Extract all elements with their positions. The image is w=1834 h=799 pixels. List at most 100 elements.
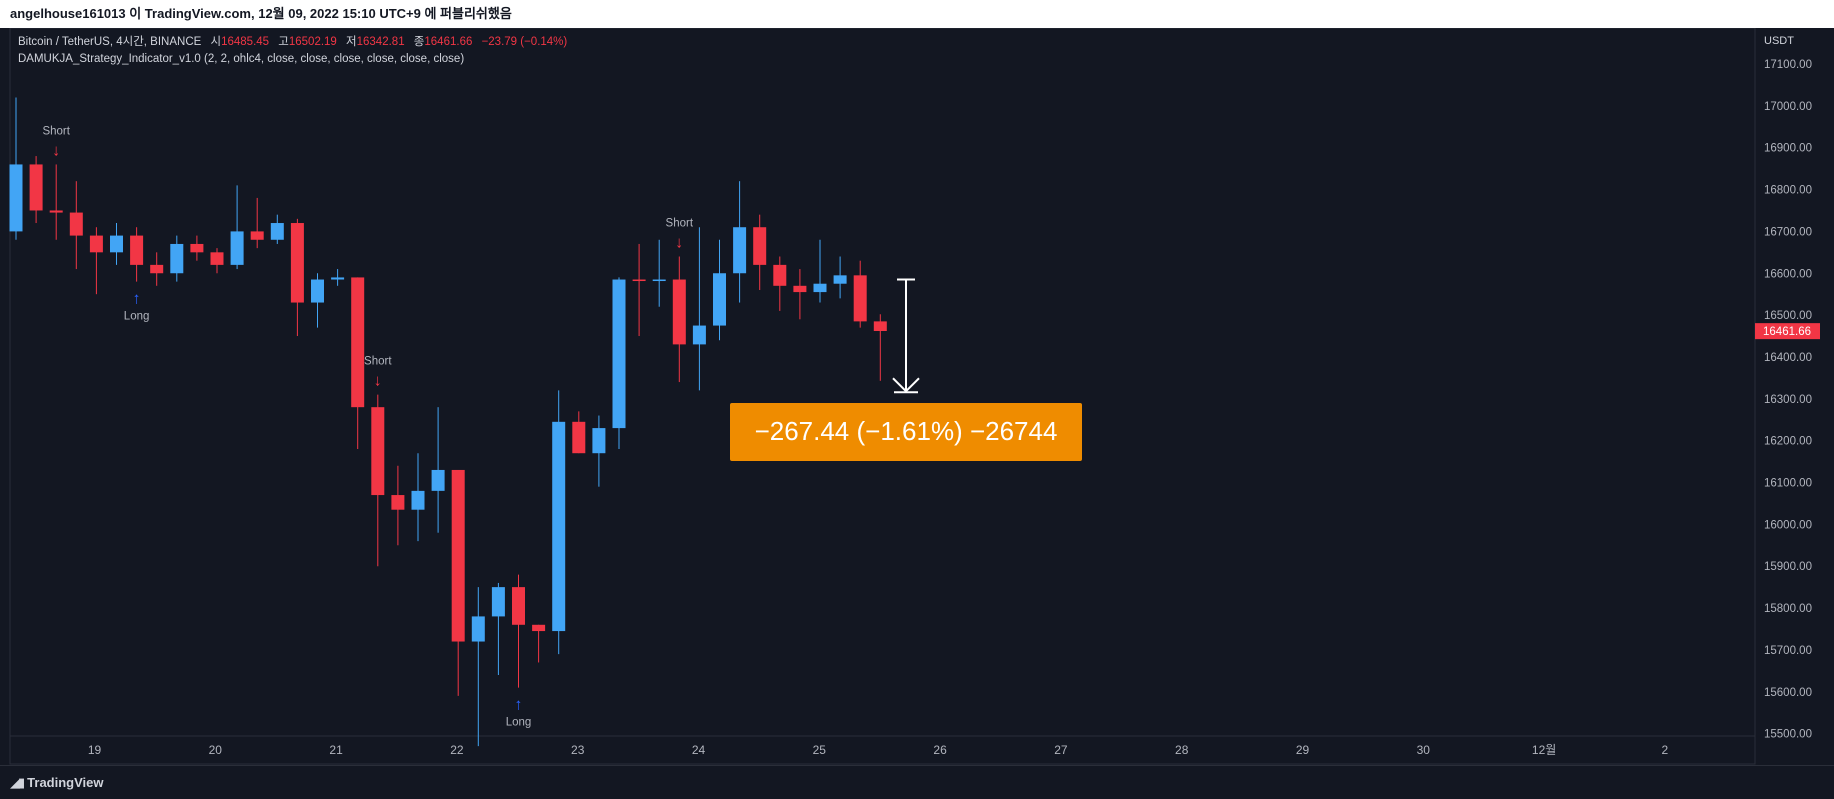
candle-body (49, 210, 63, 213)
price-tick-label: 16800.00 (1764, 185, 1812, 197)
price-tick-label: 15700.00 (1764, 645, 1812, 657)
chart-legend: Bitcoin / TetherUS, 4시간, BINANCE 시16485.… (18, 34, 567, 68)
candle-body (512, 587, 525, 625)
candle-body (612, 279, 626, 429)
price-tick-label: 17100.00 (1764, 59, 1812, 71)
candle-body (491, 587, 505, 617)
candle-body (572, 421, 586, 454)
candle-body (652, 279, 666, 282)
time-tick-label: 30 (1417, 743, 1431, 757)
candle-body (250, 231, 264, 240)
candle-body (853, 275, 867, 322)
close-label: 종 (413, 36, 425, 48)
candle-body (290, 223, 304, 303)
tradingview-logo[interactable]: ◢▮ TradingView (10, 775, 104, 791)
candle-body (130, 235, 144, 265)
candle-body (29, 164, 43, 211)
short-arrow-icon: ↓ (52, 142, 60, 159)
candle-body (69, 212, 83, 236)
candle-body (672, 279, 686, 345)
candle-body (773, 264, 787, 286)
time-tick-label: 25 (813, 743, 827, 757)
price-axis-unit: USDT (1764, 35, 1794, 47)
measure-label-box (730, 402, 1082, 461)
legend-ohlc-line: Bitcoin / TetherUS, 4시간, BINANCE 시16485.… (18, 34, 567, 51)
price-tick-label: 16200.00 (1764, 436, 1812, 448)
long-signal-label: Long (124, 311, 150, 323)
publish-header: angelhouse161013 이 TradingView.com, 12월 … (0, 0, 1834, 28)
measure-label: −267.44 (−1.61%) −26744 (755, 416, 1058, 446)
open-label: 시 (210, 36, 222, 48)
price-tick-label: 17000.00 (1764, 101, 1812, 113)
short-signal-label: Short (364, 356, 392, 368)
candle-body (190, 243, 204, 253)
current-price-badge (1755, 323, 1820, 340)
short-arrow-icon: ↓ (675, 235, 683, 252)
time-tick-label: 19 (88, 743, 102, 757)
long-arrow-icon: ↑ (133, 291, 141, 308)
tradingview-logo-icon: ◢▮ (10, 775, 25, 790)
candle-body (451, 469, 465, 642)
price-tick-label: 16500.00 (1764, 310, 1812, 322)
candle-body (431, 469, 445, 491)
price-tick-label: 16300.00 (1764, 394, 1812, 406)
candle-body (632, 279, 646, 282)
time-tick-label: 26 (933, 743, 947, 757)
publish-line: angelhouse161013 이 TradingView.com, 12월 … (10, 6, 512, 21)
candle-body (150, 264, 164, 274)
candle-body (753, 227, 767, 265)
price-tick-label: 16400.00 (1764, 352, 1812, 364)
candle-body (391, 495, 405, 510)
current-price-label: 16461.66 (1763, 326, 1811, 338)
open-value: 16485.45 (221, 36, 270, 48)
candle-body (833, 275, 847, 284)
footer-bar: ◢▮ TradingView (0, 765, 1834, 799)
plot-area (9, 28, 1756, 765)
candle-body (813, 283, 827, 293)
price-tick-label: 15600.00 (1764, 687, 1812, 699)
price-tick-label: 15800.00 (1764, 603, 1812, 615)
time-tick-label: 21 (329, 743, 343, 757)
candle-body (371, 407, 385, 496)
high-label: 고 (278, 36, 289, 48)
indicator-line[interactable]: DAMUKJA_Strategy_Indicator_v1.0 (2, 2, o… (18, 53, 465, 65)
candle-body (471, 616, 485, 642)
candle-body (733, 227, 747, 274)
candle-body (331, 277, 345, 280)
candle-body (532, 624, 546, 632)
long-arrow-icon: ↑ (515, 697, 523, 714)
candle-body (230, 231, 244, 265)
long-signal-label: Long (506, 717, 532, 729)
price-tick-label: 16700.00 (1764, 226, 1812, 238)
price-tick-label: 16600.00 (1764, 268, 1812, 280)
candle-body (9, 164, 23, 232)
price-chart[interactable]: USDT 17100.00 17000.00 16900.00 16800.00 1670… (0, 28, 1834, 765)
time-tick-label: 24 (692, 743, 706, 757)
short-signal-label: Short (666, 218, 694, 230)
candle-body (110, 235, 123, 253)
candle-body (210, 252, 224, 265)
candle-body (552, 421, 566, 632)
candle-body (351, 277, 365, 408)
candle-body (89, 235, 103, 253)
change-value: −23.79 (−0.14%) (481, 36, 568, 48)
time-tick-label: 28 (1175, 743, 1189, 757)
candle-body (873, 321, 887, 332)
candle-body (713, 273, 726, 326)
time-tick-label: 20 (209, 743, 223, 757)
time-tick-label: 23 (571, 743, 585, 757)
high-value: 16502.19 (288, 36, 337, 48)
candle-body (692, 325, 706, 345)
price-tick-label: 15900.00 (1764, 561, 1812, 573)
candle-body (311, 279, 324, 303)
symbol-name[interactable]: Bitcoin / TetherUS, 4시간, BINANCE (18, 36, 202, 48)
low-value: 16342.81 (356, 36, 405, 48)
short-arrow-icon: ↓ (374, 373, 382, 390)
candle-body (170, 243, 184, 274)
time-tick-label: 29 (1296, 743, 1310, 757)
short-signal-label: Short (42, 125, 70, 137)
candle-body (592, 428, 606, 454)
candle-body (270, 223, 284, 240)
candle-body (793, 285, 807, 293)
time-tick-label: 12월 (1532, 743, 1556, 757)
